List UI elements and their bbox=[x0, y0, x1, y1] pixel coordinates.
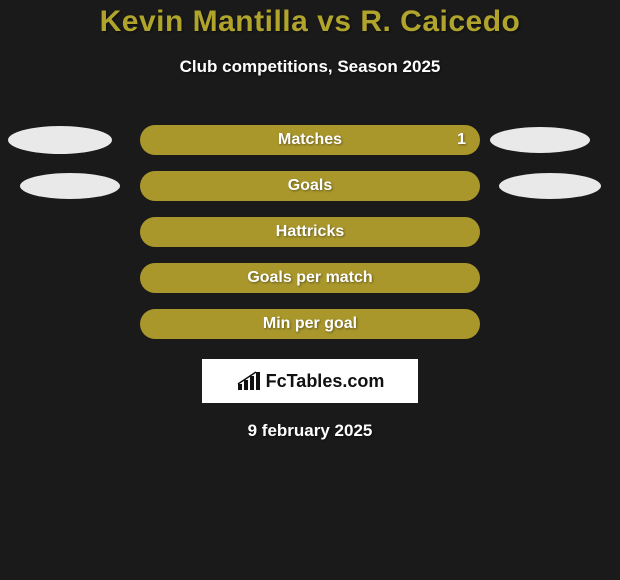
date-text: 9 february 2025 bbox=[0, 421, 620, 441]
stat-right-value: 1 bbox=[457, 131, 466, 149]
stat-label: Hattricks bbox=[276, 223, 344, 241]
stat-pill: Min per goal bbox=[140, 309, 480, 339]
stat-row: Hattricks bbox=[0, 209, 620, 255]
stat-pill: Matches 1 bbox=[140, 125, 480, 155]
stat-label: Goals per match bbox=[247, 269, 372, 287]
right-ellipse bbox=[490, 127, 590, 153]
stat-label: Min per goal bbox=[263, 315, 357, 333]
right-ellipse bbox=[499, 173, 601, 199]
stat-row: Goals per match bbox=[0, 255, 620, 301]
stats-container: Matches 1 Goals Hattricks Goals per match Min… bbox=[0, 117, 620, 347]
stat-row: Matches 1 bbox=[0, 117, 620, 163]
stat-pill: Goals bbox=[140, 171, 480, 201]
stat-label: Matches bbox=[278, 131, 342, 149]
stat-row: Min per goal bbox=[0, 301, 620, 347]
branding-text: FcTables.com bbox=[266, 371, 385, 392]
stat-label: Goals bbox=[288, 177, 332, 195]
stat-pill: Hattricks bbox=[140, 217, 480, 247]
bars-icon bbox=[236, 370, 262, 392]
page-title: Kevin Mantilla vs R. Caicedo bbox=[0, 0, 620, 39]
stat-row: Goals bbox=[0, 163, 620, 209]
left-ellipse bbox=[8, 126, 112, 154]
subtitle: Club competitions, Season 2025 bbox=[0, 57, 620, 77]
branding-box: FcTables.com bbox=[202, 359, 418, 403]
left-ellipse bbox=[20, 173, 120, 199]
stat-pill: Goals per match bbox=[140, 263, 480, 293]
